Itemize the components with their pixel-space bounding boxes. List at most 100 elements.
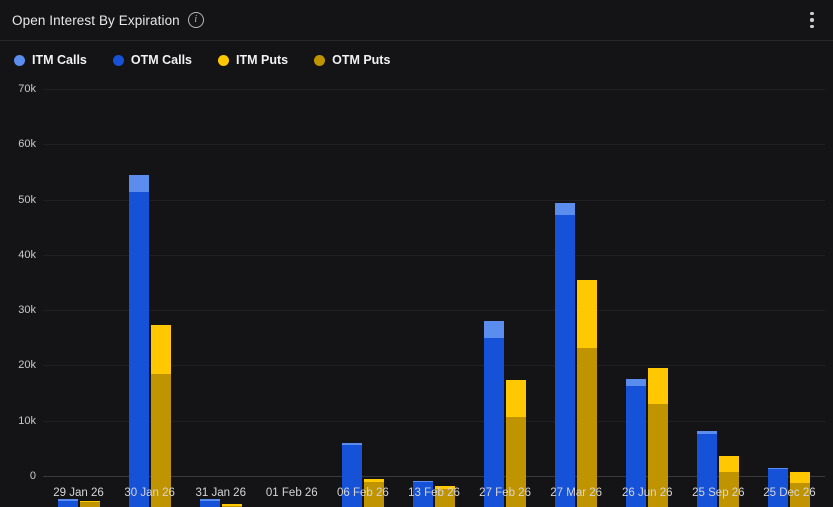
- legend-item-itm-puts[interactable]: ITM Puts: [218, 53, 288, 67]
- legend-swatch-icon: [314, 54, 326, 66]
- itm-puts-segment: [506, 379, 527, 417]
- puts-bar[interactable]: [150, 325, 171, 507]
- bar-group[interactable]: [768, 110, 811, 507]
- legend-swatch-icon: [112, 54, 124, 66]
- calls-bar[interactable]: [341, 443, 362, 507]
- puts-bar[interactable]: [577, 280, 598, 507]
- otm-calls-segment: [768, 469, 789, 507]
- kebab-dot-1: [810, 11, 814, 16]
- bar-group[interactable]: [697, 110, 740, 507]
- bar-group[interactable]: [555, 110, 598, 507]
- puts-bar[interactable]: [790, 471, 811, 507]
- bars-layer: [43, 79, 825, 507]
- x-axis-tick-label: 27 Mar 26: [550, 487, 603, 499]
- calls-bar[interactable]: [697, 430, 718, 507]
- puts-bar[interactable]: [435, 486, 455, 507]
- itm-calls-segment: [555, 202, 576, 216]
- itm-calls-segment: [57, 499, 78, 501]
- bar-group[interactable]: [341, 110, 384, 507]
- puts-bar[interactable]: [363, 478, 384, 507]
- otm-calls-segment: [555, 215, 576, 507]
- bar-group[interactable]: [199, 110, 242, 507]
- puts-bar[interactable]: [79, 500, 100, 507]
- x-axis-tick-label: 27 Feb 26: [479, 487, 531, 499]
- legend-item-otm-calls[interactable]: OTM Calls: [112, 53, 192, 67]
- legend-swatch-icon: [14, 54, 25, 66]
- info-icon[interactable]: i: [187, 12, 204, 28]
- bar-group[interactable]: [128, 110, 171, 507]
- itm-calls-segment: [413, 480, 433, 483]
- calls-bar[interactable]: [128, 175, 149, 507]
- itm-calls-segment: [626, 378, 647, 386]
- bar-group[interactable]: [626, 110, 669, 507]
- kebab-menu-icon[interactable]: [803, 10, 821, 30]
- legend-item-itm-calls[interactable]: ITM Calls: [14, 53, 87, 67]
- x-axis: 29 Jan 26 30 Jan 26 31 Jan 26 01 Feb 26 06 F…: [43, 479, 825, 507]
- calls-bar[interactable]: [555, 202, 576, 507]
- y-axis-tick-label: 10k: [18, 414, 36, 427]
- itm-puts-segment: [150, 325, 171, 375]
- chart-legend: ITM Calls OTM Calls ITM Puts OTM Puts: [0, 41, 833, 79]
- gridline: [43, 254, 825, 256]
- page-title: Open Interest By Expiration: [12, 12, 180, 28]
- otm-puts-segment: [363, 482, 384, 507]
- legend-item-label: ITM Puts: [236, 53, 289, 67]
- legend-swatch-icon: [218, 54, 229, 66]
- calls-bar[interactable]: [199, 499, 220, 507]
- otm-puts-segment: [221, 505, 242, 507]
- puts-bar[interactable]: [648, 367, 669, 507]
- otm-calls-segment: [413, 482, 433, 507]
- panel-header: Open Interest By Expiration i: [0, 0, 833, 41]
- gridline: [43, 310, 825, 312]
- y-axis-tick-label: 40k: [18, 248, 36, 261]
- puts-bar[interactable]: [221, 504, 242, 507]
- itm-puts-segment: [79, 500, 100, 503]
- legend-item-otm-puts[interactable]: OTM Puts: [314, 53, 390, 67]
- itm-calls-segment: [341, 443, 362, 445]
- legend-item-label: OTM Calls: [130, 53, 192, 67]
- bar-group[interactable]: [57, 110, 100, 507]
- kebab-dot-3: [810, 24, 814, 29]
- y-axis-tick-label: 50k: [18, 193, 36, 206]
- x-axis-line: [43, 476, 825, 477]
- itm-calls-segment: [697, 430, 718, 435]
- y-axis-tick-label: 30k: [18, 304, 36, 317]
- itm-puts-segment: [648, 367, 669, 405]
- itm-puts-segment: [790, 471, 811, 483]
- x-axis-tick-label: 25 Sep 26: [692, 487, 745, 499]
- bar-group[interactable]: [413, 110, 455, 507]
- itm-calls-segment: [199, 499, 220, 501]
- kebab-dot-2: [810, 18, 814, 22]
- gridline: [43, 89, 825, 90]
- otm-calls-segment: [697, 434, 718, 507]
- itm-puts-segment: [221, 504, 242, 506]
- gridline: [43, 199, 825, 201]
- bar-group[interactable]: [484, 110, 527, 507]
- otm-puts-segment: [648, 404, 669, 507]
- calls-bar[interactable]: [626, 378, 647, 507]
- legend-item-label: ITM Calls: [32, 53, 87, 67]
- otm-calls-segment: [341, 444, 362, 507]
- gridline: [43, 420, 825, 422]
- x-axis-tick-label: 13 Feb 26: [408, 487, 460, 499]
- y-axis-tick-label: 70k: [18, 83, 36, 95]
- x-axis-tick-label: 06 Feb 26: [337, 487, 389, 499]
- itm-calls-segment: [768, 467, 789, 470]
- itm-calls-segment: [484, 320, 505, 338]
- otm-puts-segment: [790, 482, 811, 507]
- otm-puts-segment: [577, 347, 598, 507]
- calls-bar[interactable]: [768, 467, 789, 507]
- calls-bar[interactable]: [413, 480, 433, 507]
- calls-bar[interactable]: [484, 320, 505, 507]
- otm-calls-segment: [57, 500, 78, 507]
- gridline: [43, 144, 825, 146]
- puts-bar[interactable]: [719, 455, 740, 507]
- bar-group[interactable]: [271, 110, 313, 507]
- otm-calls-segment: [128, 191, 149, 507]
- x-axis-tick-label: 31 Jan 26: [195, 487, 246, 499]
- calls-bar[interactable]: [57, 499, 78, 507]
- x-axis-tick-label: 29 Jan 26: [53, 487, 104, 499]
- puts-bar[interactable]: [506, 379, 527, 507]
- y-axis-tick-label: 20k: [18, 359, 36, 372]
